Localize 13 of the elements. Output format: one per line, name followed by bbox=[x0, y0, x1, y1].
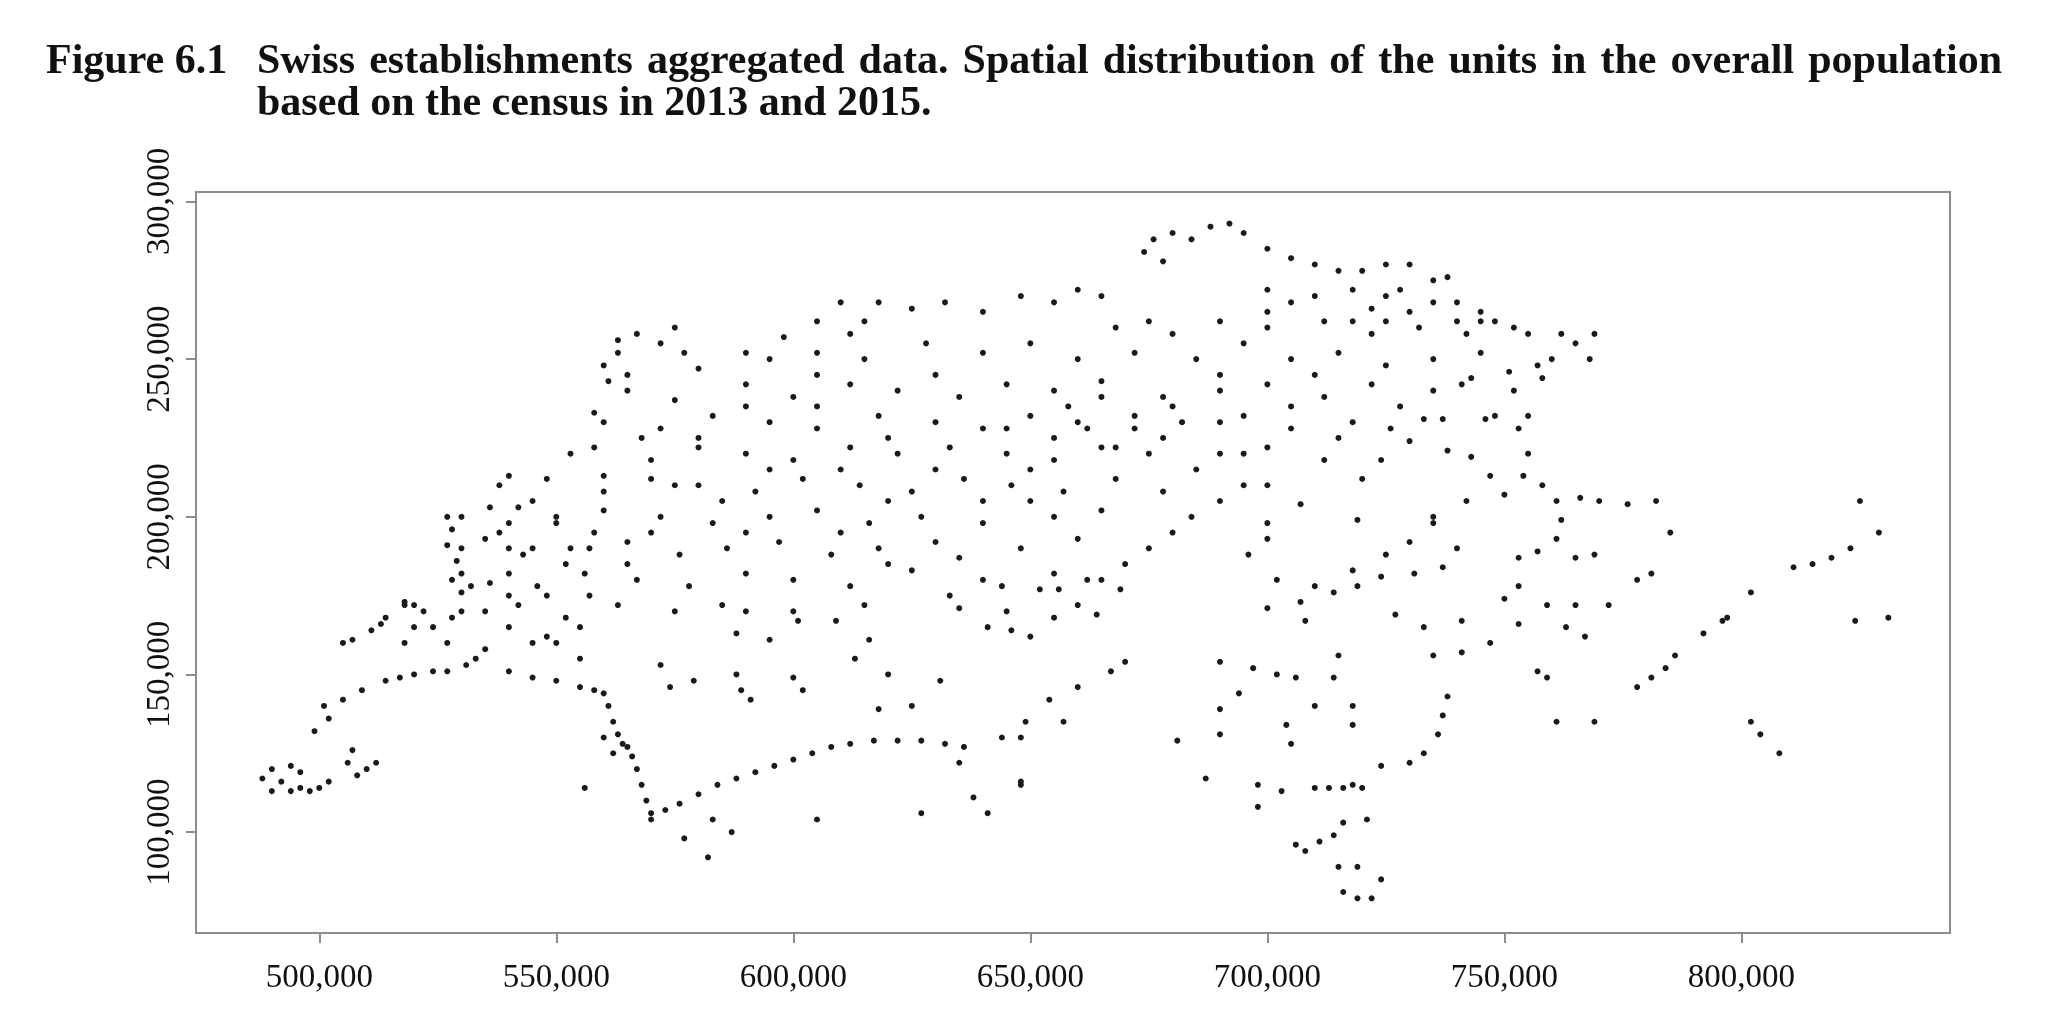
x-tick-label: 700,000 bbox=[1213, 957, 1321, 994]
x-tick-label: 750,000 bbox=[1450, 957, 1559, 994]
x-tick-label: 800,000 bbox=[1687, 957, 1796, 994]
x-tick-label: 550,000 bbox=[502, 957, 610, 994]
x-tick-label: 500,000 bbox=[265, 957, 373, 994]
y-tick-label: 100,000 bbox=[139, 778, 176, 886]
y-tick-label: 300,000 bbox=[139, 147, 176, 256]
x-tick-label: 650,000 bbox=[976, 957, 1084, 994]
chart-title: Figure 6.1 Swiss establishments aggregated data. Spatial distribution of the units in the overall population based on the census in 2013 and 2015. bbox=[46, 36, 2002, 124]
y-tick-label: 150,000 bbox=[139, 620, 176, 729]
y-tick-label: 200,000 bbox=[139, 463, 176, 571]
y-tick-label: 250,000 bbox=[139, 305, 176, 413]
x-tick-label: 600,000 bbox=[739, 957, 847, 994]
